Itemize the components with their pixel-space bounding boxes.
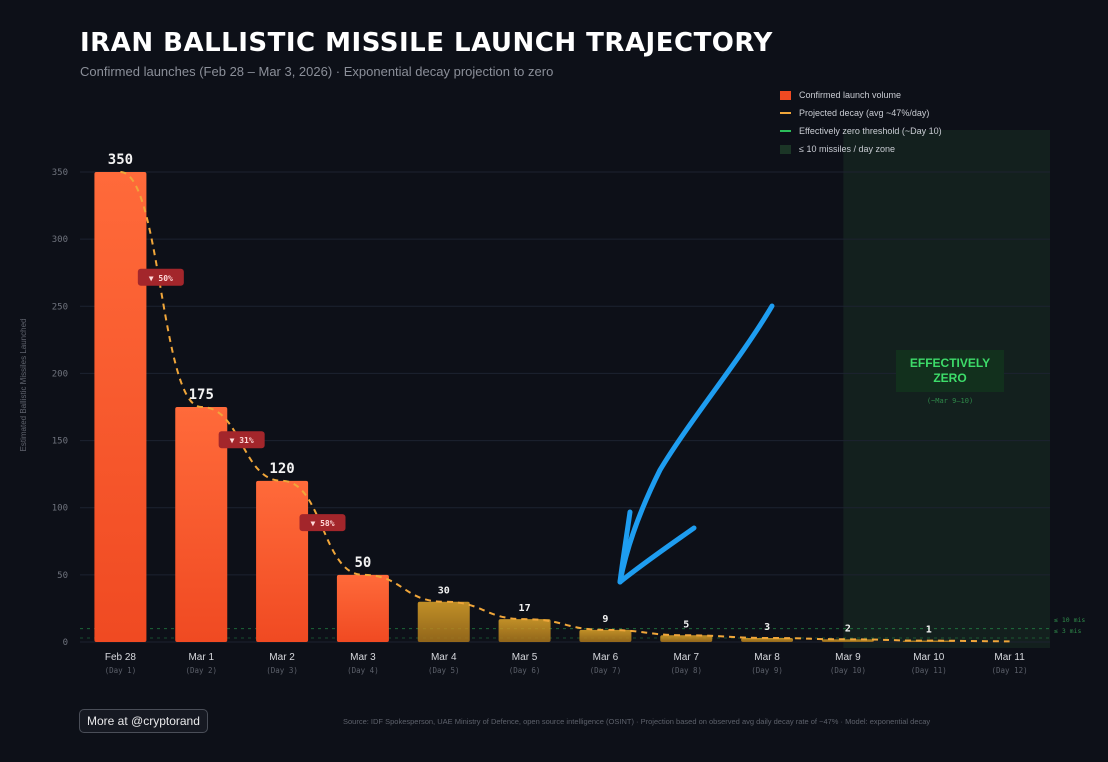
threshold-label-3: ≤ 3 mis xyxy=(1054,627,1082,635)
x-tick-sublabel: (Day 6) xyxy=(509,666,541,675)
x-tick-label: Mar 7 xyxy=(673,652,699,663)
legend-item-zone: ≤ 10 missiles / day zone xyxy=(780,140,942,158)
y-tick-label: 300 xyxy=(52,235,68,245)
bar-projected xyxy=(498,619,551,642)
bar-projected xyxy=(741,637,794,642)
x-tick-sublabel: (Day 10) xyxy=(830,666,866,675)
legend-swatch-confirmed xyxy=(780,90,791,100)
y-tick-label: 0 xyxy=(63,638,68,648)
x-tick-label: Mar 11 xyxy=(994,652,1025,663)
bar-projected xyxy=(579,629,632,642)
x-tick-sublabel: (Day 3) xyxy=(266,666,298,675)
x-tick-label: Mar 9 xyxy=(835,652,861,663)
legend-label: Effectively zero threshold (~Day 10) xyxy=(799,126,942,136)
x-tick-sublabel: (Day 4) xyxy=(347,666,379,675)
data-label: 350 xyxy=(108,152,133,168)
x-tick-label: Mar 10 xyxy=(913,652,945,663)
drop-badge-label: ▼ 50% xyxy=(149,274,173,283)
bar-projected xyxy=(660,635,713,642)
x-tick-sublabel: (Day 5) xyxy=(428,666,460,675)
x-tick-label: Feb 28 xyxy=(105,652,137,663)
data-label: 1 xyxy=(926,625,932,636)
drop-badge-label: ▼ 58% xyxy=(310,519,334,528)
legend: Confirmed launch volume Projected decay … xyxy=(780,86,942,158)
threshold-label-10: ≤ 10 mis xyxy=(1054,616,1086,624)
legend-item-confirmed: Confirmed launch volume xyxy=(780,86,942,104)
bar-projected xyxy=(821,639,874,642)
drop-badge xyxy=(299,514,346,532)
x-tick-sublabel: (Day 11) xyxy=(911,666,947,675)
x-tick-label: Mar 4 xyxy=(431,652,457,663)
drop-badge xyxy=(137,268,184,286)
bar-projected xyxy=(417,601,470,642)
x-tick-label: Mar 2 xyxy=(269,652,295,663)
x-tick-sublabel: (Day 2) xyxy=(185,666,217,675)
y-tick-label: 250 xyxy=(52,302,68,312)
zone-label-line2: ZERO xyxy=(933,371,967,385)
legend-label: Projected decay (avg ~47%/day) xyxy=(799,108,930,118)
legend-swatch-threshold xyxy=(780,130,791,132)
legend-label: Confirmed launch volume xyxy=(799,90,902,100)
x-tick-sublabel: (Day 9) xyxy=(751,666,783,675)
legend-item-projected: Projected decay (avg ~47%/day) xyxy=(780,104,942,122)
bar-confirmed xyxy=(336,574,389,642)
legend-swatch-zone xyxy=(780,144,791,154)
zone-label-line1: EFFECTIVELY xyxy=(909,356,991,370)
source-note: Source: IDF Spokesperson, UAE Ministry o… xyxy=(343,717,931,726)
x-tick-label: Mar 6 xyxy=(593,652,619,663)
annotation-arrow-shaft xyxy=(617,303,775,585)
chart-title: IRAN BALLISTIC MISSILE LAUNCH TRAJECTORY xyxy=(80,28,773,58)
projected-decay-line xyxy=(120,171,1010,643)
bar-confirmed xyxy=(94,172,147,642)
x-tick-label: Mar 3 xyxy=(350,652,376,663)
x-tick-label: Mar 1 xyxy=(188,652,214,663)
bar-confirmed xyxy=(256,480,309,642)
data-label: 2 xyxy=(845,623,851,634)
data-label: 9 xyxy=(602,614,608,625)
data-label: 5 xyxy=(683,619,689,630)
x-tick-sublabel: (Day 1) xyxy=(105,666,137,675)
bar-confirmed xyxy=(175,407,228,642)
legend-label: ≤ 10 missiles / day zone xyxy=(799,144,895,154)
x-tick-label: Mar 5 xyxy=(512,652,538,663)
y-axis-label: Estimated Ballistic Missiles Launched xyxy=(19,319,28,452)
legend-swatch-projected xyxy=(780,112,791,114)
zone-sublabel: (~Mar 9–10) xyxy=(926,397,974,405)
drop-badge-label: ▼ 31% xyxy=(230,436,254,445)
x-tick-sublabel: (Day 8) xyxy=(670,666,702,675)
x-tick-sublabel: (Day 7) xyxy=(590,666,622,675)
data-label: 3 xyxy=(764,622,770,633)
data-label: 17 xyxy=(519,603,531,614)
data-label: 30 xyxy=(438,586,450,597)
drop-badge xyxy=(218,431,265,449)
y-tick-label: 200 xyxy=(52,369,68,379)
effectively-zero-label: EFFECTIVELY ZERO xyxy=(896,350,1004,392)
y-tick-label: 100 xyxy=(52,504,68,514)
data-label: 120 xyxy=(269,461,294,477)
x-tick-sublabel: (Day 12) xyxy=(992,666,1028,675)
legend-item-threshold: Effectively zero threshold (~Day 10) xyxy=(780,122,942,140)
data-label: 50 xyxy=(354,555,371,571)
y-tick-label: 150 xyxy=(52,437,68,447)
more-at-button[interactable]: More at @cryptorand xyxy=(79,709,208,733)
y-tick-label: 50 xyxy=(57,571,68,581)
annotation-arrow-head xyxy=(617,509,697,585)
y-tick-label: 350 xyxy=(52,168,68,178)
data-label: 175 xyxy=(189,387,214,403)
chart-subtitle: Confirmed launches (Feb 28 – Mar 3, 2026… xyxy=(80,64,554,79)
x-tick-label: Mar 8 xyxy=(754,652,780,663)
